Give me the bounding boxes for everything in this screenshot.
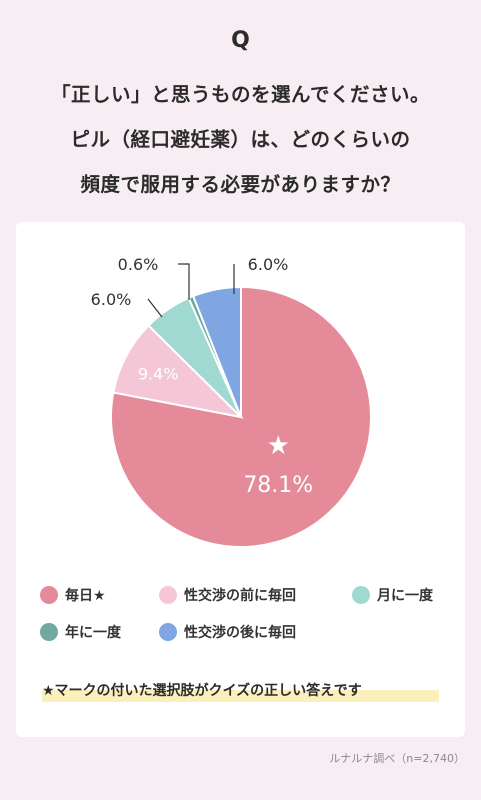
legend-item-daily: 毎日★ [40, 585, 106, 605]
legend-swatch [159, 623, 177, 641]
question-line-1: 「正しい」と思うものを選んでください。 [50, 83, 431, 106]
legend-label: 月に一度 [377, 588, 433, 604]
legend-item-after-sex: 性交渉の後に毎回 [159, 622, 296, 642]
question-line-3: 頻度で服用する必要がありますか？ [80, 173, 401, 196]
question-text: 「正しい」と思うものを選んでください。 ピル（経口避妊薬）は、どのくらいの 頻度… [0, 72, 481, 207]
legend-swatch [40, 586, 58, 604]
legend-item-monthly: 月に一度 [352, 585, 433, 605]
footnote-highlight [42, 690, 439, 702]
footnote-text: ★マークの付いた選択肢がクイズの正しい答えです [42, 683, 362, 699]
legend-label: 性交渉の前に毎回 [184, 588, 296, 604]
pie-label-1: 9.4% [138, 364, 179, 383]
question-line-2: ピル（経口避妊薬）は、どのくらいの [70, 128, 411, 151]
legend-label: 毎日★ [65, 588, 106, 604]
pie-label-3: 0.6% [118, 255, 159, 274]
pie-label-2: 6.0% [91, 290, 132, 309]
legend-swatch [40, 623, 58, 641]
pie-leader-2 [147, 298, 163, 318]
pie-slice-4 [191, 285, 242, 418]
legend-label: 年に一度 [65, 625, 121, 641]
pie-leader-3 [178, 263, 190, 300]
legend-label: 性交渉の後に毎回 [184, 625, 296, 641]
result-card: ★ 78.1% 9.4% 6.0% 0.6% 6.0% 毎日★ 性交渉の前に毎回 月に一度… [16, 222, 465, 737]
source-note: ルナルナ調べ（n=2,740） [329, 752, 465, 765]
legend-swatch [159, 586, 177, 604]
pie-chart: ★ 78.1% 9.4% 6.0% 0.6% 6.0% [91, 255, 372, 548]
pie-slice-1 [112, 324, 245, 419]
legend-swatch [352, 586, 370, 604]
pie-label-4: 6.0% [248, 255, 289, 274]
legend-item-yearly: 年に一度 [40, 622, 121, 642]
answer-footnote: ★マークの付いた選択肢がクイズの正しい答えです [42, 680, 439, 702]
correct-answer-star: ★ [267, 431, 290, 461]
pie-label-0: 78.1% [243, 473, 313, 498]
question-number: Q [231, 28, 250, 53]
legend-item-before-sex: 性交渉の前に毎回 [159, 585, 296, 605]
